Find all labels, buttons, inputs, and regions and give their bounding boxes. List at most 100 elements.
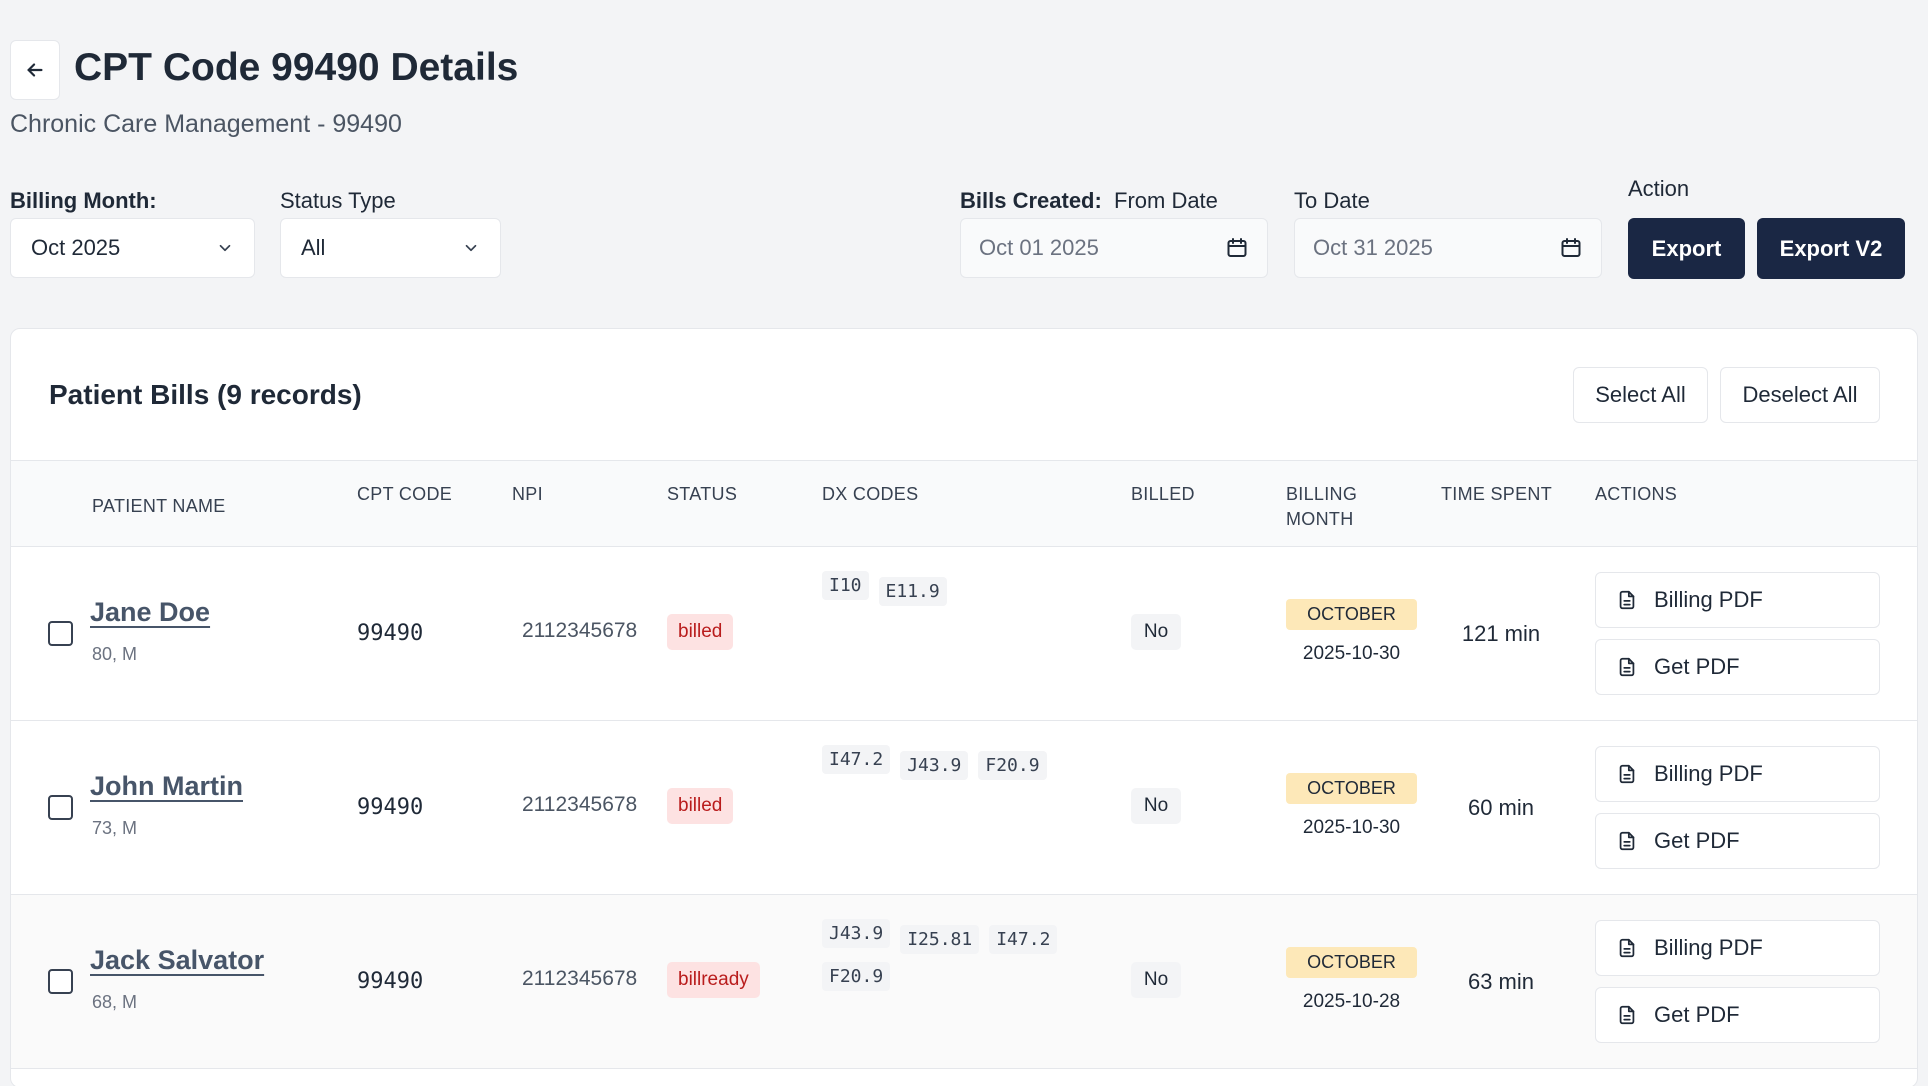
time-spent: 63 min <box>1467 969 1535 994</box>
patient-name-link[interactable]: Jack Salvator <box>90 945 265 975</box>
get-pdf-button[interactable]: Get PDF <box>1595 987 1880 1043</box>
billing-pdf-button[interactable]: Billing PDF <box>1595 920 1880 976</box>
col-billed[interactable]: BILLED <box>1131 484 1195 504</box>
bills-created-label: Bills Created: <box>960 188 1102 213</box>
col-time-spent[interactable]: TIME SPENT <box>1441 484 1553 504</box>
deselect-all-button[interactable]: Deselect All <box>1720 367 1880 423</box>
cpt-code: 99490 <box>357 795 424 820</box>
from-date-label: From Date <box>1114 188 1218 213</box>
billing-date: 2025-10-30 <box>1302 643 1401 664</box>
billed-badge: No <box>1131 962 1181 998</box>
get-pdf-button[interactable]: Get PDF <box>1595 813 1880 869</box>
col-billing-month[interactable]: BILLING MONTH <box>1286 482 1357 532</box>
cpt-code: 99490 <box>357 621 424 646</box>
billing-month-badge: OCTOBER <box>1286 773 1417 804</box>
table-row: Jack Salvator 68, M 99490 2112345678 bil… <box>11 895 1917 1069</box>
table-row: John Martin 73, M 99490 2112345678 bille… <box>11 721 1917 895</box>
time-spent: 121 min <box>1461 621 1541 646</box>
time-spent: 60 min <box>1467 795 1535 820</box>
col-status[interactable]: STATUS <box>667 484 738 504</box>
row-checkbox[interactable] <box>48 795 73 820</box>
col-patient-name[interactable]: PATIENT NAME <box>92 496 226 516</box>
billing-month-select[interactable]: Oct 2025 <box>10 218 255 278</box>
col-billing-month-line2: MONTH <box>1286 509 1354 529</box>
dx-code: F20.9 <box>822 962 891 991</box>
dx-code: J43.9 <box>822 919 891 948</box>
document-icon <box>1619 938 1635 958</box>
document-icon <box>1619 764 1635 784</box>
back-button[interactable] <box>10 40 60 100</box>
dx-code: I25.81 <box>900 925 980 954</box>
dx-code: I47.2 <box>989 925 1058 954</box>
dx-codes: J43.9 I25.81 I47.2 F20.9 <box>822 919 1062 991</box>
get-pdf-label: Get PDF <box>1654 1002 1740 1027</box>
table-title: Patient Bills (9 records) <box>49 379 362 410</box>
patient-name-link[interactable]: John Martin <box>90 771 243 801</box>
patient-age-gender: 68, M <box>92 992 138 1012</box>
from-date-value: Oct 01 2025 <box>979 235 1099 260</box>
to-date-value: Oct 31 2025 <box>1313 235 1433 260</box>
page-subtitle: Chronic Care Management - 99490 <box>10 110 402 138</box>
billing-pdf-label: Billing PDF <box>1654 761 1763 786</box>
patient-bills-card: Patient Bills (9 records) Select All Des… <box>10 328 1918 1086</box>
patient-age-gender: 73, M <box>92 818 138 838</box>
from-date-input[interactable]: Oct 01 2025 <box>960 218 1268 278</box>
table-row: Jane Doe 80, M 99490 2112345678 billed I… <box>11 547 1917 721</box>
dx-codes: I47.2 J43.9 F20.9 <box>822 745 1082 780</box>
table-header: PATIENT NAME CPT CODE NPI STATUS DX CODE… <box>11 460 1917 547</box>
billed-badge: No <box>1131 788 1181 824</box>
billing-month-badge: OCTOBER <box>1286 947 1417 978</box>
billing-month-value: Oct 2025 <box>31 235 121 260</box>
col-cpt-code[interactable]: CPT CODE <box>357 484 453 504</box>
arrow-left-icon <box>27 63 43 77</box>
action-label: Action <box>1628 176 1690 201</box>
document-icon <box>1619 1005 1635 1025</box>
dx-code: I47.2 <box>822 745 891 774</box>
billing-date: 2025-10-28 <box>1302 991 1401 1012</box>
select-all-button[interactable]: Select All <box>1573 367 1708 423</box>
status-badge: billed <box>667 788 734 824</box>
dx-codes: I10 E11.9 <box>822 571 1082 606</box>
dx-code: I10 <box>822 571 869 600</box>
billing-pdf-button[interactable]: Billing PDF <box>1595 746 1880 802</box>
npi: 2112345678 <box>522 793 638 816</box>
npi: 2112345678 <box>522 619 638 642</box>
to-date-label: To Date <box>1294 188 1370 213</box>
row-checkbox[interactable] <box>48 621 73 646</box>
patient-age-gender: 80, M <box>92 644 138 664</box>
document-icon <box>1619 657 1635 677</box>
export-v2-button[interactable]: Export V2 <box>1757 218 1905 279</box>
chevron-down-icon <box>465 244 477 252</box>
billing-pdf-button[interactable]: Billing PDF <box>1595 572 1880 628</box>
billing-pdf-label: Billing PDF <box>1654 935 1763 960</box>
col-billing-month-line1: BILLING <box>1286 484 1358 504</box>
col-npi[interactable]: NPI <box>512 484 543 504</box>
billing-pdf-label: Billing PDF <box>1654 587 1763 612</box>
billing-month-label: Billing Month: <box>10 188 157 213</box>
dx-code: F20.9 <box>978 751 1047 780</box>
get-pdf-label: Get PDF <box>1654 828 1740 853</box>
billing-month-badge: OCTOBER <box>1286 599 1417 630</box>
document-icon <box>1619 590 1635 610</box>
status-type-value: All <box>301 235 326 260</box>
get-pdf-button[interactable]: Get PDF <box>1595 639 1880 695</box>
patient-name-link[interactable]: Jane Doe <box>90 597 211 627</box>
row-checkbox[interactable] <box>48 969 73 994</box>
calendar-icon <box>1561 238 1581 257</box>
status-type-label: Status Type <box>280 188 396 213</box>
col-actions: ACTIONS <box>1595 484 1678 504</box>
to-date-input[interactable]: Oct 31 2025 <box>1294 218 1602 278</box>
dx-code: J43.9 <box>900 751 969 780</box>
col-dx-codes[interactable]: DX CODES <box>822 484 919 504</box>
status-type-select[interactable]: All <box>280 218 501 278</box>
cpt-code: 99490 <box>357 969 424 994</box>
export-button[interactable]: Export <box>1628 218 1745 279</box>
document-icon <box>1619 831 1635 851</box>
calendar-icon <box>1227 238 1247 257</box>
dx-code: E11.9 <box>878 577 947 606</box>
page-title: CPT Code 99490 Details <box>74 46 519 89</box>
chevron-down-icon <box>219 244 231 252</box>
billing-date: 2025-10-30 <box>1302 817 1401 838</box>
get-pdf-label: Get PDF <box>1654 654 1740 679</box>
npi: 2112345678 <box>522 967 638 990</box>
